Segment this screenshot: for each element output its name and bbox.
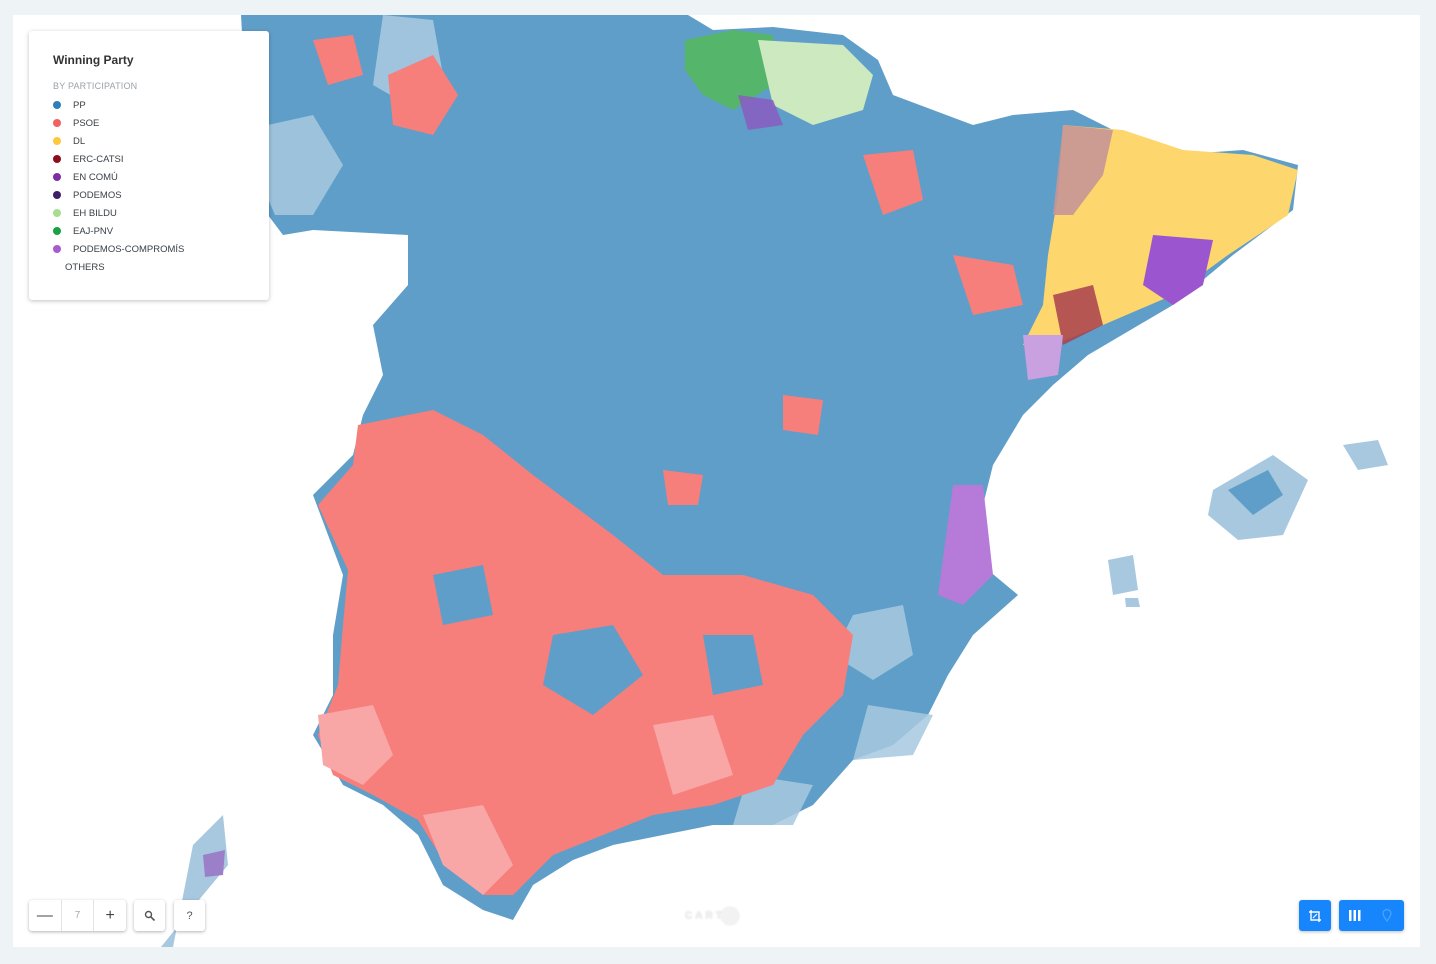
legend-title: Winning Party <box>53 53 134 67</box>
legend-swatch <box>53 227 61 235</box>
legend-item: EN COMÚ <box>53 168 245 186</box>
psoe-asturias <box>313 35 363 85</box>
legend-item-label: PP <box>73 99 86 111</box>
valencia-compromis <box>938 485 993 605</box>
map-viewport[interactable]: Winning Party BY PARTICIPATION PP PSOE DL E… <box>13 15 1420 947</box>
help-button[interactable]: ? <box>174 900 205 931</box>
legend-item: EH BILDU <box>53 204 245 222</box>
widgets-view-button[interactable] <box>1339 900 1371 931</box>
menorca <box>1343 440 1388 470</box>
pp-light-murcia <box>853 705 933 760</box>
legend-subtitle: BY PARTICIPATION <box>53 81 138 91</box>
zoom-in-button[interactable]: + <box>105 906 115 924</box>
search-button[interactable] <box>134 900 165 931</box>
legend-swatch <box>53 245 61 253</box>
map-view-button[interactable] <box>1371 900 1403 931</box>
legend-swatch <box>53 101 61 109</box>
catalonia-mauve <box>1053 125 1113 215</box>
zoom-control: — 7 + <box>29 900 126 931</box>
basque-green <box>685 30 773 110</box>
add-layer-button[interactable] <box>1299 900 1331 931</box>
zoom-out-button[interactable]: — <box>36 906 53 924</box>
legend-item-label: DL <box>73 135 86 147</box>
legend-item-label: EAJ-PNV <box>73 225 114 237</box>
basque-purple <box>738 95 783 130</box>
psoe-center-2 <box>783 395 823 435</box>
pp-south-patch-1 <box>543 625 643 715</box>
legend-item: PODEMOS-COMPROMÍS <box>53 240 245 258</box>
search-icon <box>144 910 155 921</box>
legend-item-label: PSOE <box>73 117 100 129</box>
legend-item-label: PODEMOS <box>73 189 122 201</box>
legend-swatch <box>53 209 61 217</box>
psoe-center-1 <box>663 470 703 505</box>
legend-list: PP PSOE DL ERC-CATSI EN COMÚ PODEMOS EH BILDU E… <box>53 96 245 276</box>
legend-item: OTHERS <box>53 258 245 276</box>
election-map[interactable] <box>13 15 1420 947</box>
legend-panel: Winning Party BY PARTICIPATION PP PSOE DL E… <box>29 31 269 300</box>
pp-south-patch-2 <box>433 565 493 625</box>
view-toggle <box>1339 900 1404 931</box>
ibiza <box>1108 555 1138 595</box>
psoe-north-2 <box>863 150 923 215</box>
legend-swatch <box>53 137 61 145</box>
carto-logo: CART <box>685 907 739 925</box>
legend-swatch <box>49 263 57 271</box>
psoe-light-granada <box>653 715 733 795</box>
psoe-aragon <box>953 255 1023 315</box>
carto-logo-text: CART <box>685 910 725 922</box>
mallorca-pp <box>1228 470 1283 515</box>
legend-swatch <box>53 191 61 199</box>
psoe-light-huelva <box>318 705 393 785</box>
legend-item: PP <box>53 96 245 114</box>
pp-south-patch-3 <box>703 635 763 695</box>
columns-icon <box>1349 910 1361 921</box>
legend-item: EAJ-PNV <box>53 222 245 240</box>
southwest-island <box>161 815 228 947</box>
catalonia-encomu <box>1143 235 1213 305</box>
legend-swatch <box>53 119 61 127</box>
legend-item: PODEMOS <box>53 186 245 204</box>
psoe-light-cadiz <box>423 805 513 895</box>
legend-swatch <box>53 173 61 181</box>
legend-item-label: ERC-CATSI <box>73 153 124 165</box>
southwest-island-purple <box>203 850 225 877</box>
add-layer-icon <box>1309 909 1321 922</box>
legend-item: PSOE <box>53 114 245 132</box>
formentera <box>1125 598 1140 607</box>
pp-light-galicia <box>258 115 343 215</box>
basque-light <box>758 40 873 125</box>
castellon-compromis <box>1023 335 1063 380</box>
map-pin-icon <box>1382 909 1392 922</box>
catalonia-erc <box>1053 285 1103 345</box>
legend-item: DL <box>53 132 245 150</box>
psoe-north-1 <box>388 55 458 135</box>
legend-swatch <box>53 155 61 163</box>
legend-item-label: OTHERS <box>65 261 105 273</box>
carto-logo-mark <box>720 907 739 925</box>
legend-item-label: EH BILDU <box>73 207 117 219</box>
pp-light-east <box>833 605 913 680</box>
zoom-level: 7 <box>60 900 95 931</box>
legend-item-label: EN COMÚ <box>73 171 118 183</box>
legend-item: ERC-CATSI <box>53 150 245 168</box>
legend-item-label: PODEMOS-COMPROMÍS <box>73 243 185 255</box>
